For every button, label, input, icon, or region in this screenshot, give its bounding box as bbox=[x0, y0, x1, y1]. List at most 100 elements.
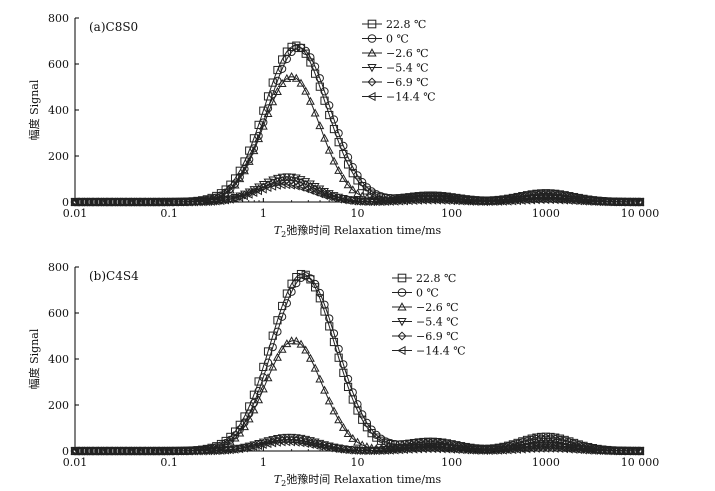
data-point bbox=[352, 196, 361, 206]
data-point bbox=[79, 197, 88, 207]
data-point bbox=[343, 429, 353, 438]
y-axis-title: 幅度 Signal bbox=[27, 79, 41, 140]
data-point bbox=[169, 446, 178, 456]
x-axis-title-subscript: 2 bbox=[281, 230, 286, 239]
data-point bbox=[216, 445, 225, 455]
data-point bbox=[197, 446, 206, 456]
data-point bbox=[258, 121, 268, 130]
data-point bbox=[409, 444, 418, 454]
data-point bbox=[592, 446, 602, 456]
data-point bbox=[296, 273, 306, 282]
data-point bbox=[305, 186, 314, 195]
data-point bbox=[273, 65, 282, 75]
x-tick-label: 10 000 bbox=[621, 456, 660, 469]
series-line bbox=[75, 441, 640, 452]
data-point bbox=[621, 197, 630, 207]
data-point bbox=[353, 171, 362, 180]
data-point bbox=[616, 446, 625, 456]
data-point bbox=[292, 43, 301, 53]
series-3 bbox=[70, 72, 645, 206]
data-point bbox=[277, 173, 287, 182]
data-point bbox=[277, 344, 287, 353]
data-point bbox=[376, 446, 385, 456]
legend-marker bbox=[397, 331, 407, 341]
data-point bbox=[339, 360, 348, 369]
data-point bbox=[329, 337, 339, 347]
data-point bbox=[273, 327, 282, 336]
legend-marker bbox=[397, 273, 407, 283]
legend-marker bbox=[397, 345, 406, 356]
data-point bbox=[173, 197, 182, 207]
data-point bbox=[475, 197, 484, 207]
data-point bbox=[277, 437, 286, 447]
data-point bbox=[117, 197, 126, 207]
data-point bbox=[423, 195, 432, 205]
data-point bbox=[498, 196, 507, 206]
data-point bbox=[352, 446, 361, 455]
data-point bbox=[343, 153, 353, 162]
data-point bbox=[84, 197, 93, 207]
data-point bbox=[112, 446, 121, 456]
x-tick-label: 0.01 bbox=[63, 207, 88, 220]
data-point bbox=[494, 445, 503, 455]
data-point bbox=[245, 409, 254, 418]
y-axis-title: 幅度 Signal bbox=[27, 328, 41, 389]
data-point bbox=[437, 444, 446, 454]
data-point bbox=[230, 433, 240, 442]
data-point bbox=[362, 197, 371, 207]
data-point bbox=[348, 185, 358, 194]
data-point bbox=[126, 197, 135, 207]
x-axis-title-text: 弛豫时间 Relaxation time/ms bbox=[286, 472, 441, 486]
data-point bbox=[140, 446, 150, 456]
data-point bbox=[630, 446, 639, 456]
data-point bbox=[325, 101, 334, 110]
y-tick-label: 400 bbox=[48, 353, 69, 366]
data-point bbox=[371, 446, 380, 456]
data-point bbox=[447, 196, 456, 206]
data-point bbox=[206, 446, 215, 456]
legend-marker bbox=[367, 91, 376, 102]
data-point bbox=[287, 42, 296, 51]
data-point bbox=[315, 374, 325, 383]
data-point bbox=[173, 446, 182, 456]
series-line bbox=[75, 76, 640, 203]
x-tick-label: 0.01 bbox=[63, 456, 88, 469]
y-tick-label: 0 bbox=[62, 196, 69, 209]
data-point bbox=[287, 176, 296, 185]
data-point bbox=[357, 197, 366, 206]
data-point bbox=[423, 444, 432, 454]
data-point bbox=[390, 445, 399, 455]
data-point bbox=[240, 422, 249, 431]
legend-marker bbox=[367, 34, 377, 43]
data-point bbox=[597, 197, 606, 207]
data-point bbox=[451, 196, 460, 206]
x-tick-label: 1 bbox=[260, 207, 267, 220]
y-tick-label: 800 bbox=[48, 12, 69, 25]
data-point bbox=[367, 425, 376, 434]
data-point bbox=[240, 164, 249, 174]
data-point bbox=[625, 446, 634, 456]
data-point bbox=[278, 312, 287, 321]
data-point bbox=[164, 446, 173, 456]
data-point bbox=[592, 197, 602, 207]
data-point bbox=[399, 445, 408, 455]
data-point bbox=[320, 300, 329, 309]
data-point bbox=[616, 197, 625, 207]
data-point bbox=[465, 196, 474, 206]
data-point bbox=[343, 445, 352, 455]
data-point bbox=[301, 86, 311, 95]
data-point bbox=[70, 446, 79, 456]
data-point bbox=[70, 197, 79, 207]
data-point bbox=[329, 156, 339, 165]
data-point bbox=[338, 445, 347, 455]
data-point bbox=[287, 173, 297, 182]
data-point bbox=[310, 187, 319, 197]
data-point bbox=[75, 446, 84, 456]
data-point bbox=[122, 446, 131, 456]
data-point bbox=[320, 133, 329, 142]
data-point bbox=[291, 336, 301, 345]
data-point bbox=[522, 195, 531, 205]
data-point bbox=[235, 174, 245, 183]
x-axis-title: T2弛豫时间 Relaxation time/ms bbox=[274, 472, 442, 488]
data-point bbox=[296, 178, 306, 187]
